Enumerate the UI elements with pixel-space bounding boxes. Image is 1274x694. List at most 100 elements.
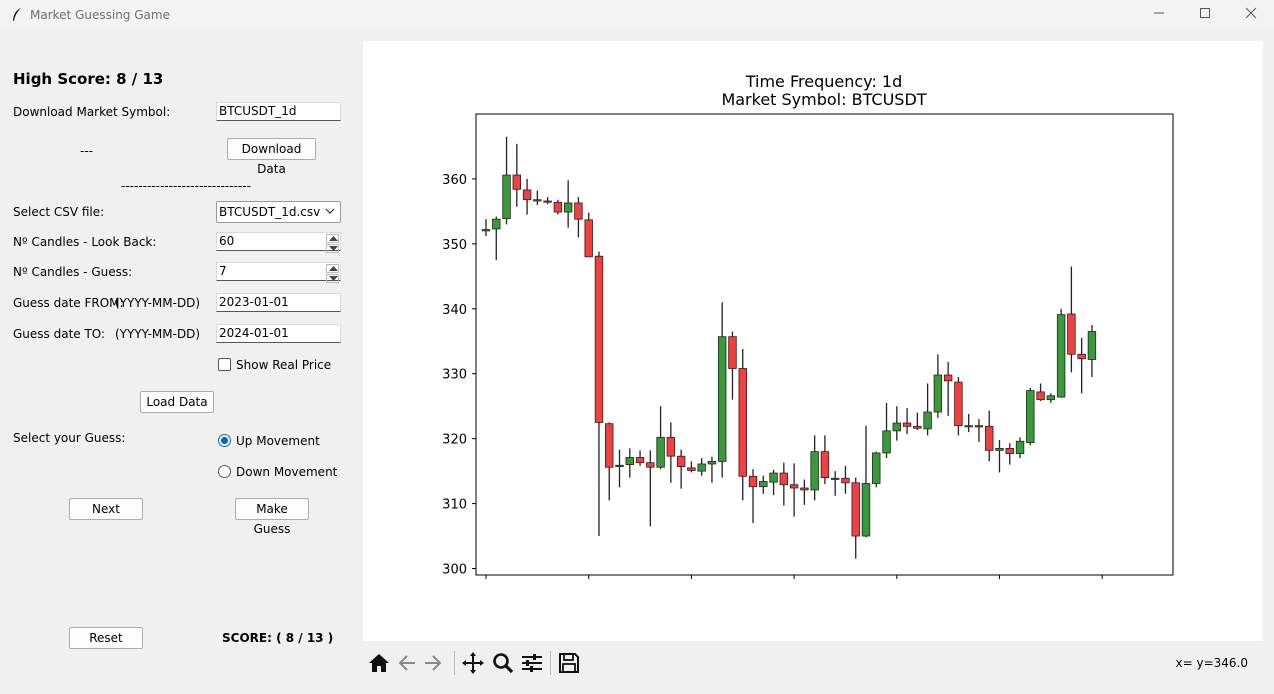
candle	[738, 349, 747, 501]
candle	[861, 425, 871, 538]
title-bar: Market Guessing Game	[0, 0, 1274, 31]
candle	[1036, 383, 1045, 401]
candle	[605, 422, 614, 501]
configure-icon[interactable]	[520, 651, 544, 675]
chart-canvas[interactable]: Time Frequency: 1d Market Symbol: BTCUSD…	[363, 41, 1263, 641]
chart-title: Time Frequency: 1d	[745, 72, 903, 91]
show-real-price-label: Show Real Price	[236, 358, 332, 372]
back-icon[interactable]	[395, 651, 419, 675]
y-tick-label: 330	[442, 368, 467, 383]
candle-body-down	[1067, 313, 1076, 355]
date-to-label: Guess date TO:	[13, 327, 106, 341]
candle-body-up	[707, 460, 717, 465]
spin-up-icon[interactable]	[326, 264, 339, 273]
candle	[543, 197, 552, 205]
forward-icon[interactable]	[421, 651, 445, 675]
date-to-format: (YYYY-MM-DD)	[115, 327, 201, 341]
guess-candles-spinbox[interactable]: 7	[216, 262, 341, 283]
candle-body-down	[1077, 353, 1086, 360]
control-panel: High Score: 8 / 13 Download Market Symbo…	[0, 31, 362, 694]
candle-body-up	[810, 451, 819, 491]
candle	[1026, 388, 1035, 446]
minimize-button[interactable]	[1136, 0, 1182, 31]
candle	[1087, 325, 1097, 377]
candle	[800, 479, 809, 505]
candle-body-down	[738, 368, 747, 477]
minimize-icon	[1154, 12, 1164, 14]
pan-icon[interactable]	[461, 651, 485, 675]
date-from-label: Guess date FROM:	[13, 296, 124, 310]
candle-body-down	[779, 472, 789, 486]
candle-body-down	[748, 475, 758, 488]
zoom-icon[interactable]	[491, 651, 515, 675]
download-symbol-label: Download Market Symbol:	[13, 105, 171, 119]
spin-up-icon[interactable]	[326, 234, 339, 243]
candle-body-down	[522, 189, 532, 201]
load-data-button[interactable]: Load Data	[140, 391, 214, 413]
candle-body-up	[492, 218, 501, 230]
y-tick-label: 360	[442, 173, 467, 188]
candle-body-down	[646, 462, 655, 468]
up-movement-label: Up Movement	[236, 434, 320, 448]
candle	[923, 383, 932, 436]
plot-toolbar	[363, 643, 1273, 683]
lookback-spinbox[interactable]: 60	[216, 232, 341, 253]
candle	[820, 435, 830, 485]
window-title: Market Guessing Game	[30, 8, 170, 22]
date-from-format: (YYYY-MM-DD)	[115, 296, 201, 310]
candle	[789, 463, 799, 517]
date-to-input[interactable]: 2024-01-01	[216, 324, 341, 343]
candle-body-down	[800, 487, 809, 491]
lookback-value: 60	[219, 234, 235, 248]
home-icon[interactable]	[367, 651, 391, 675]
make-guess-button[interactable]: Make Guess	[235, 498, 309, 536]
candle	[954, 376, 963, 436]
high-score-label: High Score: 8 / 13	[13, 70, 164, 88]
candle	[553, 199, 563, 215]
candle	[1067, 266, 1076, 373]
date-from-input[interactable]: 2023-01-01	[216, 293, 341, 312]
candle-body-down	[512, 174, 522, 190]
candle-body-up	[769, 472, 778, 483]
candle-body-down	[553, 201, 563, 213]
candle	[1077, 338, 1086, 394]
candle-body-up	[923, 411, 932, 430]
up-movement-radio[interactable]	[218, 434, 231, 447]
candle-body-down	[687, 467, 696, 471]
spin-down-icon[interactable]	[326, 244, 339, 253]
next-button[interactable]: Next	[69, 498, 143, 520]
coordinate-readout: x= y=346.0	[1175, 656, 1248, 670]
candle-body-up	[892, 422, 901, 432]
guess-candles-label: Nº Candles - Guess:	[13, 265, 133, 279]
save-icon[interactable]	[557, 651, 581, 675]
close-icon	[1245, 7, 1257, 19]
close-button[interactable]	[1228, 0, 1274, 31]
candle-body-down	[789, 484, 799, 489]
show-real-price-checkbox[interactable]	[218, 358, 231, 371]
maximize-button[interactable]	[1182, 0, 1228, 31]
candle-body-down	[985, 425, 994, 451]
toolbar-divider	[550, 651, 551, 675]
spin-down-icon[interactable]	[326, 274, 339, 283]
download-symbol-input[interactable]: BTCUSDT_1d	[216, 102, 341, 121]
candle-body-down	[841, 477, 850, 484]
feather-icon	[13, 8, 21, 21]
candle-body-up	[615, 464, 624, 467]
candle-body-up	[563, 202, 573, 213]
candle-body-up	[625, 457, 634, 466]
candle	[728, 331, 737, 400]
candle	[882, 402, 891, 459]
chart-subtitle: Market Symbol: BTCUSDT	[721, 90, 926, 109]
csv-select[interactable]: BTCUSDT_1d.csv	[216, 201, 341, 223]
candles	[481, 136, 1097, 559]
candle	[676, 449, 686, 489]
candle-body-up	[1026, 390, 1035, 443]
reset-button[interactable]: Reset	[69, 627, 143, 649]
candle-body-down	[676, 455, 686, 467]
y-tick-label: 340	[442, 303, 467, 318]
download-data-button[interactable]: Download Data	[227, 138, 316, 176]
down-movement-radio[interactable]	[218, 465, 231, 478]
candle-body-down	[1036, 391, 1045, 401]
candle-body-up	[1056, 314, 1066, 398]
candle-body-up	[759, 481, 768, 488]
